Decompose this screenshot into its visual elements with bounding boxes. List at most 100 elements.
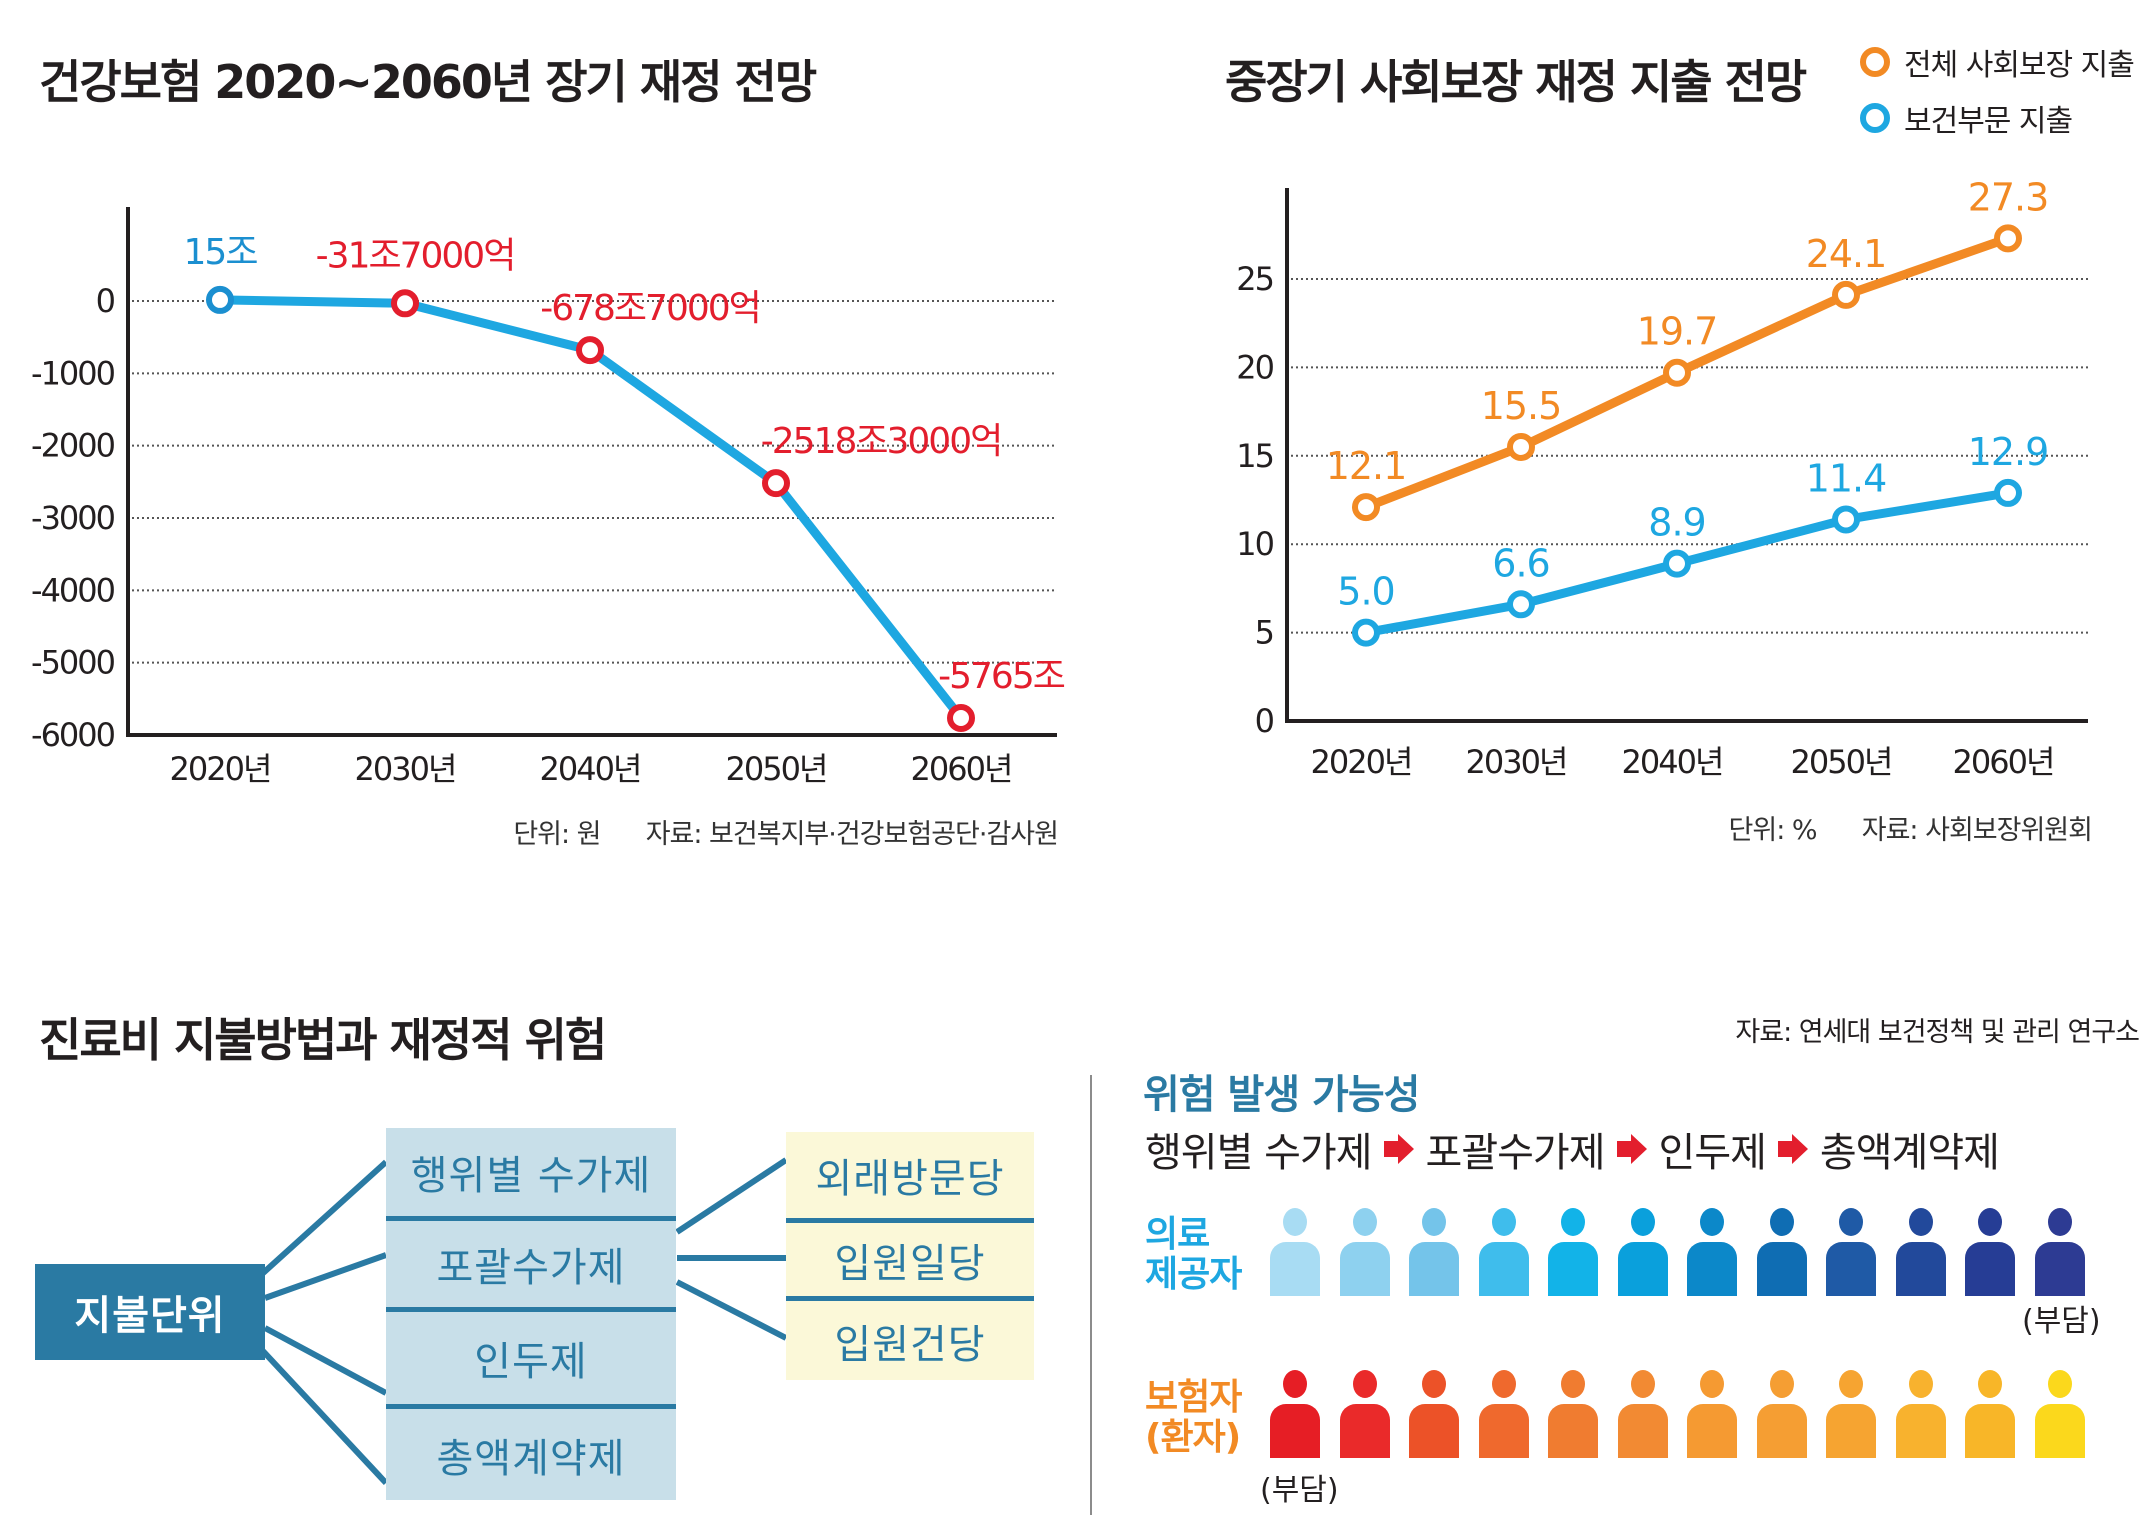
person-head [1561,1370,1585,1398]
person-icon [1617,1208,1668,1296]
person-body [2034,1404,2085,1458]
data-label: 5.0 [1337,570,1394,614]
person-body [1478,1404,1529,1458]
person-icon [2034,1370,2085,1458]
person-body [1895,1242,1946,1296]
right-chart-footnote: 단위: % 자료: 사회보장위원회 [1729,808,2093,847]
x-tick-label: 2060년 [1953,743,2054,781]
x-tick-label: 2020년 [1311,743,1412,781]
y-tick-label: 15 [1236,437,1273,475]
connector-line [263,1252,388,1301]
y-tick-label: 0 [96,282,115,320]
flow-step: 행위별 수가제 [1145,1130,1373,1176]
person-head [1839,1208,1863,1236]
data-label: -678조7000억 [540,288,760,329]
divider [386,1216,676,1221]
person-icon [1687,1370,1737,1458]
person-body [1826,1242,1876,1296]
person-body [1895,1404,1946,1458]
person-body [1965,1242,2015,1296]
person-body [1339,1404,1390,1458]
data-point [1994,224,2022,253]
person-body [1548,1404,1598,1458]
person-icon [1409,1208,1459,1296]
y-tick-label: -6000 [31,716,115,754]
person-head [1491,1208,1516,1236]
person-head [1422,1208,1446,1236]
person-body [1409,1404,1459,1458]
legend-item-health: 보건부문 지출 [1860,96,2134,140]
person-body [1339,1242,1390,1296]
left-source-note: 자료: 보건복지부·건강보험공단·감사원 [645,819,1059,850]
divider [786,1218,1034,1223]
x-tick-label: 2060년 [911,750,1012,788]
provider-burden-label: (부담) [2022,1304,2101,1339]
divider [786,1296,1034,1301]
legend-label-total: 전체 사회보장 지출 [1904,48,2135,83]
method-capitation: 인두제 [474,1339,588,1385]
risk-flow: 행위별 수가제 포괄수가제 인두제 총액계약제 [1145,1120,2000,1178]
right-chart-legend: 전체 사회보장 지출 보건부문 지출 [1860,40,2135,140]
method-fee-for-service: 행위별 수가제 [410,1153,652,1199]
connector-line [675,1157,788,1235]
person-icon [1895,1370,1946,1458]
x-tick-label: 2030년 [1466,743,1567,781]
person-head [1630,1370,1655,1398]
left-line-chart: 0 -1000 -2000 -3000 -4000 -5000 -6000 2020년 2030… [31,207,1067,788]
payment-unit-root-box: 지불단위 [35,1264,265,1360]
person-body [1687,1242,1737,1296]
person-icon [1895,1208,1946,1296]
payment-methods-panel [386,1128,676,1500]
x-tick-label: 2050년 [1791,743,1892,781]
diagram-title: 진료비 지불방법과 재정적 위험 [39,1013,607,1067]
data-point [1507,590,1535,619]
person-icon [1339,1370,1390,1458]
data-point [1663,358,1691,387]
person-head [1908,1370,1933,1398]
data-label: 24.1 [1806,232,1887,276]
person-body [1756,1242,1807,1296]
data-label: 11.4 [1806,456,1887,500]
data-label: -2518조3000억 [761,421,1001,462]
method-drg: 포괄수가제 [436,1245,626,1291]
x-tick-label: 2040년 [540,750,641,788]
data-label: 12.1 [1326,444,1407,488]
data-label: 15조 [184,232,258,273]
bundled-units-panel [786,1132,1034,1380]
legend-item-total: 전체 사회보장 지출 [1860,40,2135,84]
person-head [1283,1370,1307,1398]
person-head [1422,1370,1446,1398]
person-head [1978,1208,2002,1236]
person-icon [1478,1208,1529,1296]
red-arrow-icon [1383,1134,1414,1164]
person-body [2034,1242,2085,1296]
tree-connectors [259,1157,788,1486]
provider-label: 의료 제공자 [1145,1215,1242,1295]
person-icon [1826,1370,1876,1458]
section-divider [1090,1075,1092,1515]
person-head [1283,1208,1307,1236]
y-tick-label: 5 [1255,614,1273,652]
x-tick-label: 2020년 [170,750,271,788]
insurer-burden-label: (부담) [1260,1473,1339,1508]
data-point [1663,549,1691,578]
insurer-label-line2: (환자) [1145,1417,1241,1458]
person-icon [1965,1370,2015,1458]
y-tick-label: 20 [1236,348,1273,386]
person-icon [1687,1208,1737,1296]
x-tick-label: 2050년 [726,750,827,788]
divider [386,1404,676,1409]
data-point [1832,280,1860,309]
y-tick-label: -1000 [31,354,115,392]
data-point [1832,505,1860,534]
person-body [1756,1404,1807,1458]
y-tick-label: -5000 [31,644,115,682]
data-label: 27.3 [1968,175,2049,219]
data-label: 12.9 [1968,430,2049,474]
insurer-people-row [1270,1370,2100,1460]
person-body [1826,1404,1876,1458]
y-tick-label: 25 [1236,260,1273,298]
diagram-source: 자료: 연세대 보건정책 및 관리 연구소 [1735,1017,2140,1048]
red-arrow-icon [1777,1134,1808,1164]
person-head [1491,1370,1516,1398]
